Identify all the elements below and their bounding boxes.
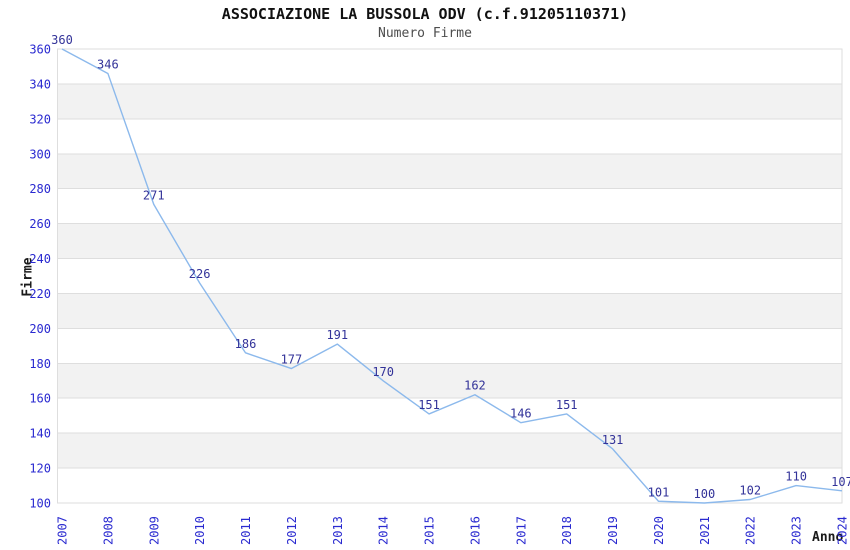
data-label: 191 [326, 328, 348, 342]
y-tick-label: 180 [29, 357, 51, 371]
grid-band [57, 83, 842, 119]
grid-band [57, 363, 842, 399]
data-label: 100 [694, 487, 716, 501]
x-tick-label: 2016 [468, 516, 482, 545]
data-label: 151 [418, 398, 440, 412]
grid-band [57, 433, 842, 469]
data-label: 146 [510, 407, 532, 421]
grid-band [57, 223, 842, 259]
grid-band [57, 153, 842, 189]
data-label: 186 [235, 337, 257, 351]
x-tick-label: 2015 [423, 516, 437, 545]
y-tick-label: 280 [29, 182, 51, 196]
x-tick-label: 2010 [193, 516, 207, 545]
grid-band [57, 293, 842, 329]
x-tick-label: 2011 [239, 516, 253, 545]
data-line [61, 48, 843, 504]
x-tick-label: 2014 [377, 516, 391, 545]
data-label: 102 [739, 484, 761, 498]
data-label: 271 [143, 188, 165, 202]
chart-subtitle: Numero Firme [378, 26, 472, 41]
data-label: 177 [281, 353, 303, 367]
data-label: 151 [556, 398, 578, 412]
y-tick-label: 340 [29, 77, 51, 91]
x-tick-label: 2021 [698, 516, 712, 545]
x-tick-label: 2009 [147, 516, 161, 545]
y-tick-label: 160 [29, 392, 51, 406]
y-tick-label: 200 [29, 322, 51, 336]
x-tick-label: 2008 [101, 516, 115, 545]
chart-title: ASSOCIAZIONE LA BUSSOLA ODV (c.f.9120511… [221, 5, 629, 23]
y-tick-label: 240 [29, 252, 51, 266]
x-tick-label: 2023 [790, 516, 804, 545]
y-tick-label: 120 [29, 462, 51, 476]
data-label: 346 [97, 57, 119, 71]
y-tick-label: 260 [29, 217, 51, 231]
data-label: 360 [51, 33, 73, 47]
x-tick-label: 2007 [56, 516, 70, 545]
x-tick-label: 2012 [285, 516, 299, 545]
data-label: 162 [464, 379, 486, 393]
data-label: 101 [648, 485, 670, 499]
y-tick-label: 220 [29, 287, 51, 301]
x-tick-label: 2018 [560, 516, 574, 545]
x-tick-label: 2013 [331, 516, 345, 545]
x-tick-label: 2020 [652, 516, 666, 545]
data-label: 170 [372, 365, 394, 379]
y-tick-label: 360 [29, 43, 51, 57]
x-tick-label: 2024 [836, 516, 850, 545]
data-label: 110 [785, 470, 807, 484]
x-tick-label: 2019 [606, 516, 620, 545]
data-label: 131 [602, 433, 624, 447]
x-tick-label: 2022 [744, 516, 758, 545]
data-label: 226 [189, 267, 211, 281]
y-tick-label: 140 [29, 427, 51, 441]
plot-border [57, 48, 843, 504]
y-tick-label: 100 [29, 497, 51, 511]
x-axis-title: Anno [812, 530, 844, 545]
x-tick-label: 2017 [514, 516, 528, 545]
data-label: 107 [831, 475, 850, 489]
y-tick-label: 300 [29, 147, 51, 161]
y-tick-label: 320 [29, 112, 51, 126]
